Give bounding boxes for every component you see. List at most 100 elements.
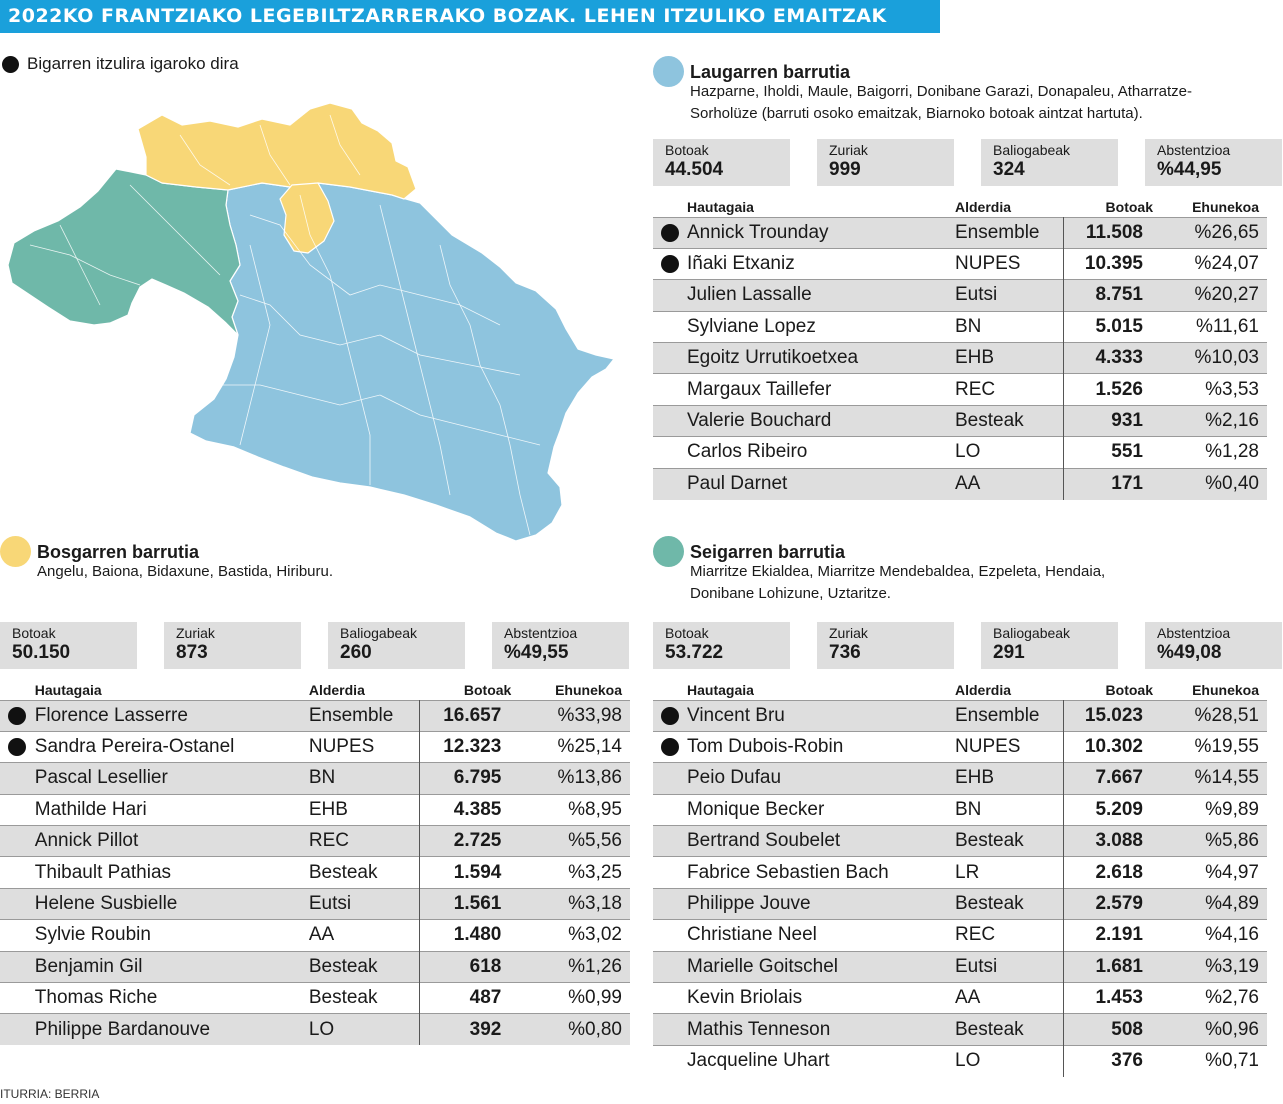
advance-dot (8, 738, 26, 757)
candidate-party: Ensemble (308, 699, 420, 732)
candidate-percent: %28,51 (1153, 699, 1267, 732)
col-party: Alderdia (955, 198, 1012, 215)
table-row: Vincent Bru Ensemble 15.023 %28,51 (653, 699, 1267, 732)
col-candidate: Hautagaia (34, 681, 102, 698)
candidate-votes: 2.191 (1063, 919, 1153, 952)
fifth-district-stats: Botoak 50.150 Zuriak 873 Baliogabeak 260 Ab… (0, 622, 629, 669)
stat-null: Baliogabeak 260 (328, 622, 465, 669)
stat-votes: Botoak 53.722 (653, 622, 790, 669)
candidate-percent: %25,14 (511, 730, 630, 763)
stat-null: Baliogabeak 291 (981, 622, 1118, 669)
candidate-name: Marielle Goitschel (687, 950, 955, 983)
table-row: Carlos Ribeiro LO 551 %1,28 (653, 436, 1267, 469)
table-row: Pascal Lesellier BN 6.795 %13,86 (0, 762, 630, 795)
map-region-fifth-inset (279, 182, 335, 254)
table-row: Annick Pillot REC 2.725 %5,56 (0, 825, 630, 857)
table-row: Annick Trounday Ensemble 11.508 %26,65 (653, 216, 1267, 249)
candidate-party: LO (955, 436, 1064, 469)
candidate-party: BN (308, 762, 420, 795)
fifth-district-table: Hautagaia Alderdia Botoak Ehunekoa Florence … (0, 676, 630, 1046)
candidate-votes: 4.385 (419, 793, 512, 826)
map-region-fifth (137, 102, 417, 200)
table-row: Christiane Neel REC 2.191 %4,16 (653, 919, 1267, 952)
candidate-party: AA (308, 919, 420, 952)
table-row: Thibault Pathias Besteak 1.594 %3,25 (0, 856, 630, 889)
candidate-party: Besteak (955, 404, 1064, 437)
candidate-party: LO (955, 1044, 1064, 1077)
stat-null: Baliogabeak 324 (981, 139, 1118, 186)
stat-blank: Zuriak 999 (817, 139, 954, 186)
col-percent: Ehunekoa (555, 681, 622, 698)
col-percent: Ehunekoa (1192, 681, 1259, 698)
candidate-name: Thomas Riche (34, 982, 309, 1014)
candidate-votes: 1.526 (1063, 373, 1153, 406)
candidate-votes: 508 (1063, 1013, 1153, 1046)
candidate-votes: 10.302 (1063, 730, 1153, 763)
candidate-party: Besteak (955, 825, 1064, 857)
table-row: Valerie Bouchard Besteak 931 %2,16 (653, 404, 1267, 437)
candidate-name: Annick Trounday (687, 216, 955, 249)
candidate-votes: 2.579 (1063, 887, 1153, 920)
candidate-votes: 5.015 (1063, 310, 1153, 343)
candidate-name: Valerie Bouchard (687, 404, 955, 437)
table-row: Helene Susbielle Eutsi 1.561 %3,18 (0, 887, 630, 920)
page-title: 2022KO FRANTZIAKO LEGEBILTZARRERAKO BOZA… (0, 0, 940, 33)
stat-abstention: Abstentzioa %49,55 (492, 622, 629, 669)
legend: Bigarren itzulira igaroko dira (2, 54, 239, 74)
table-row: Paul Darnet AA 171 %0,40 (653, 467, 1267, 500)
table-row: Benjamin Gil Besteak 618 %1,26 (0, 950, 630, 983)
candidate-votes: 12.323 (419, 730, 512, 763)
stat-abstention: Abstentzioa %44,95 (1145, 139, 1282, 186)
candidate-percent: %26,65 (1153, 216, 1267, 249)
candidate-name: Fabrice Sebastien Bach (687, 856, 955, 889)
table-row: Sandra Pereira-Ostanel NUPES 12.323 %25,14 (0, 730, 630, 763)
candidate-percent: %3,19 (1153, 950, 1267, 983)
candidate-percent: %14,55 (1153, 762, 1267, 795)
candidate-votes: 376 (1063, 1044, 1153, 1077)
table-row: Marielle Goitschel Eutsi 1.681 %3,19 (653, 950, 1267, 983)
candidate-name: Benjamin Gil (34, 950, 309, 983)
candidate-name: Peio Dufau (687, 762, 955, 795)
candidate-name: Jacqueline Uhart (687, 1044, 955, 1077)
candidate-party: LO (308, 1013, 420, 1046)
advance-dot (661, 706, 679, 725)
candidate-name: Vincent Bru (687, 699, 955, 732)
stat-abstention: Abstentzioa %49,08 (1145, 622, 1282, 669)
candidate-votes: 1.480 (419, 919, 512, 952)
candidate-name: Mathilde Hari (34, 793, 309, 826)
candidate-name: Mathis Tenneson (687, 1013, 955, 1046)
candidate-percent: %1,28 (1153, 436, 1267, 469)
candidate-name: Bertrand Soubelet (687, 825, 955, 857)
candidate-party: Besteak (955, 1013, 1064, 1046)
candidate-votes: 1.681 (1063, 950, 1153, 983)
candidate-percent: %8,95 (511, 793, 630, 826)
candidate-percent: %3,02 (511, 919, 630, 952)
table-row: Philippe Jouve Besteak 2.579 %4,89 (653, 887, 1267, 920)
candidate-percent: %19,55 (1153, 730, 1267, 763)
advance-dot (8, 706, 26, 725)
table-row: Iñaki Etxaniz NUPES 10.395 %24,07 (653, 247, 1267, 280)
candidate-name: Tom Dubois-Robin (687, 730, 955, 763)
col-party: Alderdia (955, 681, 1012, 698)
map-region-fourth (189, 182, 615, 542)
col-votes: Botoak (1105, 198, 1153, 215)
candidate-votes: 15.023 (1063, 699, 1153, 732)
candidate-party: Eutsi (308, 887, 420, 920)
candidate-party: AA (955, 467, 1064, 500)
candidate-name: Helene Susbielle (34, 887, 309, 920)
table-row: Fabrice Sebastien Bach LR 2.618 %4,97 (653, 856, 1267, 889)
candidate-party: EHB (955, 762, 1064, 795)
candidate-percent: %0,40 (1153, 467, 1267, 500)
candidate-name: Margaux Taillefer (687, 373, 955, 406)
candidate-percent: %33,98 (511, 699, 630, 732)
candidate-votes: 618 (419, 950, 512, 983)
table-row: Margaux Taillefer REC 1.526 %3,53 (653, 373, 1267, 406)
fourth-district-desc-1: Hazparne, Iholdi, Maule, Baigorri, Donib… (690, 83, 1192, 100)
candidate-votes: 10.395 (1063, 247, 1153, 280)
candidate-party: REC (955, 373, 1064, 406)
fifth-district-header: Bosgarren barrutia Angelu, Baiona, Bidax… (0, 536, 333, 583)
table-row: Monique Becker BN 5.209 %9,89 (653, 793, 1267, 826)
advance-dot (661, 255, 679, 274)
candidate-party: EHB (955, 342, 1064, 374)
map-region-sixth (7, 168, 241, 336)
